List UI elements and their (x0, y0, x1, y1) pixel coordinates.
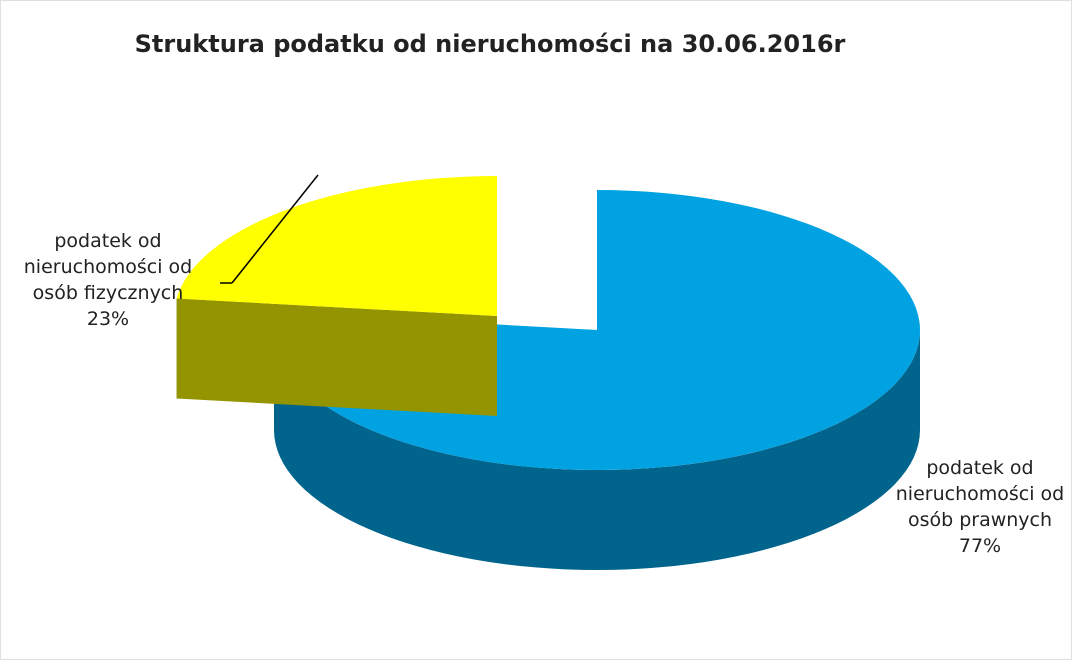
slice-wall (176, 298, 498, 416)
chart-title: Struktura podatku od nieruchomości na 30… (135, 30, 846, 58)
value-label: 23% (86, 308, 130, 330)
slice-label: podatek od nieruchomości od osób prawnyc… (890, 455, 1070, 559)
slice-side (274, 330, 920, 570)
slice-label: podatek od nieruchomości od osób fizyczn… (18, 228, 198, 332)
category-label: podatek od nieruchomości od osób fizyczn… (23, 230, 193, 304)
pie-slice (176, 176, 498, 316)
leader-line (231, 174, 319, 284)
value-label: 77% (958, 535, 1002, 557)
category-label: podatek od nieruchomości od osób prawnyc… (895, 457, 1065, 531)
pie (176, 176, 921, 570)
